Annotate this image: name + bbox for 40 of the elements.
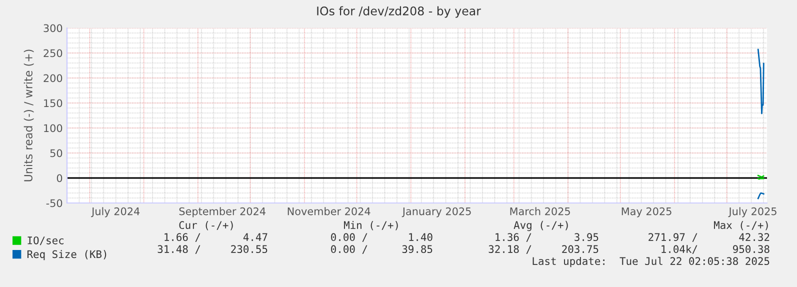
y-tick-label: 250 — [44, 49, 62, 58]
text: 271.97 / — [648, 233, 698, 242]
text: 0.00 / — [331, 233, 368, 242]
x-tick-label: November 2024 — [288, 207, 370, 216]
text: Max (-/+) — [714, 221, 768, 230]
text: Avg (-/+) — [514, 220, 568, 232]
text: 1.04k/ — [662, 244, 698, 254]
text: 4.47 — [243, 233, 268, 241]
y-tick-label: 0 — [56, 174, 62, 182]
text: Min (-/+) — [344, 220, 398, 230]
x-tick-label: March 2025 — [510, 207, 570, 216]
text: 1.66 / — [164, 233, 200, 242]
x-tick-label: May 2025 — [622, 207, 672, 218]
text: 1.40 — [409, 233, 432, 242]
y-tick-label: -50 — [46, 199, 62, 208]
legend-label: IO/sec — [28, 236, 64, 246]
x-tick-label: July 2025 — [728, 207, 776, 218]
x-tick-label: July 2024 — [91, 207, 140, 218]
text: 42.32 — [739, 233, 770, 242]
chart-title: IOs for /dev/zd208 - by year — [317, 6, 481, 18]
text: 230.55 — [231, 245, 268, 254]
x-tick-label: September 2024 — [179, 207, 266, 218]
y-axis-title: Units read (-) / write (+) — [24, 50, 34, 182]
legend-label: Req Size (KB) — [27, 250, 106, 260]
y-tick-label: 200 — [44, 74, 62, 82]
y-tick-label: 100 — [44, 124, 62, 132]
y-tick-label: 150 — [44, 99, 62, 108]
text: 950.38 — [733, 245, 770, 254]
x-tick-label: January 2025 — [402, 207, 471, 218]
text: 39.85 — [402, 245, 432, 254]
y-tick-label: 50 — [50, 149, 62, 158]
text: Cur (-/+) — [179, 221, 233, 230]
text: 3.95 — [574, 233, 598, 242]
text: 32.18 / — [488, 245, 532, 254]
text: 31.48 / — [158, 245, 200, 254]
text: 1.36 / — [496, 233, 532, 242]
text: 0.00 / — [331, 245, 368, 254]
text: 203.75 — [562, 245, 598, 254]
text: Last update: Tue Jul 22 02:05:38 2025 — [532, 256, 770, 268]
y-tick-label: 300 — [44, 24, 62, 32]
